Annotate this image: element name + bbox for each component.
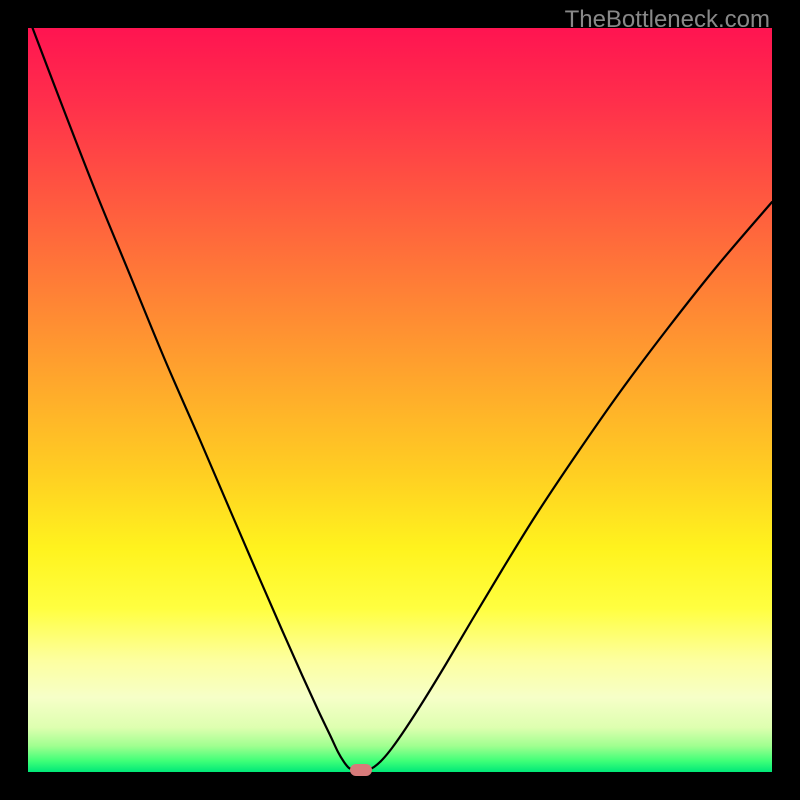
watermark-text: TheBottleneck.com <box>565 6 770 34</box>
plot-area <box>28 28 772 772</box>
bottleneck-curve-left <box>28 16 354 770</box>
bottleneck-curve-right <box>368 202 772 770</box>
optimum-marker <box>350 764 372 776</box>
curve-layer <box>28 28 772 772</box>
